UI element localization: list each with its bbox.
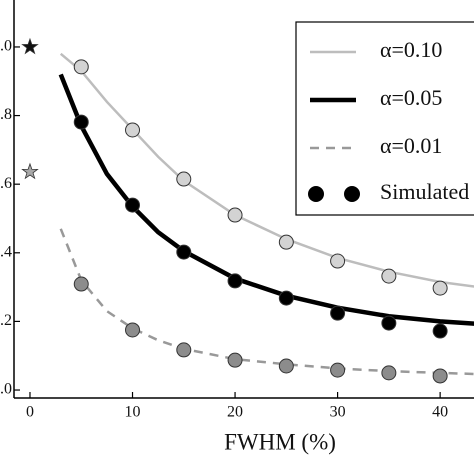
simulated-point: [176, 244, 192, 260]
y-tick-label: 0.6: [0, 175, 12, 192]
simulated-point: [73, 276, 89, 292]
simulated-point: [73, 59, 89, 75]
legend-label: α=0.01: [380, 133, 442, 158]
x-tick-label: 0: [26, 404, 34, 421]
simulated-point: [432, 323, 448, 339]
simulated-point: [330, 362, 346, 378]
simulated-point: [330, 305, 346, 321]
simulated-point: [125, 122, 141, 138]
series-line: [59, 52, 474, 288]
simulated-point: [278, 358, 294, 374]
reference-star: [21, 37, 39, 55]
simulated-point: [330, 253, 346, 269]
legend-box: [295, 21, 474, 216]
y-tick-label: 0.8: [0, 106, 12, 123]
simulated-point: [176, 342, 192, 358]
legend-label: α=0.05: [380, 85, 442, 110]
simulated-point: [227, 207, 243, 223]
series-line: [59, 228, 474, 376]
simulated-point: [278, 290, 294, 306]
simulated-point: [125, 197, 141, 213]
legend-label: α=0.10: [380, 37, 442, 62]
x-tick-label: 40: [432, 404, 448, 421]
simulated-point: [227, 352, 243, 368]
series-line: [58, 73, 474, 326]
simulated-point: [125, 322, 141, 338]
simulated-point: [381, 365, 397, 381]
x-tick-label: 30: [330, 404, 346, 421]
simulated-point: [227, 273, 243, 289]
legend-label: Simulated: [380, 179, 469, 204]
y-tick-label: 1.0: [0, 38, 12, 55]
simulated-point: [278, 234, 294, 250]
simulated-point: [432, 368, 448, 384]
plot-area: [58, 52, 474, 384]
simulated-point: [73, 114, 89, 130]
simulated-point: [381, 268, 397, 284]
legend-swatch: [308, 186, 324, 202]
simulated-point: [432, 280, 448, 296]
x-tick-label: 20: [227, 404, 243, 421]
legend-swatch: [344, 186, 360, 202]
legend: α=0.10 α=0.05 α=0.01 Simulated: [295, 21, 474, 216]
simulated-point: [176, 171, 192, 187]
reference-star: [21, 162, 39, 180]
y-tick-label: 0.4: [0, 243, 12, 260]
y-tick-label: 0.2: [0, 312, 12, 329]
x-axis-label: FWHM (%): [224, 429, 336, 454]
simulated-point: [381, 315, 397, 331]
x-tick-label: 10: [125, 404, 141, 421]
y-tick-label: 0.0: [0, 381, 12, 398]
